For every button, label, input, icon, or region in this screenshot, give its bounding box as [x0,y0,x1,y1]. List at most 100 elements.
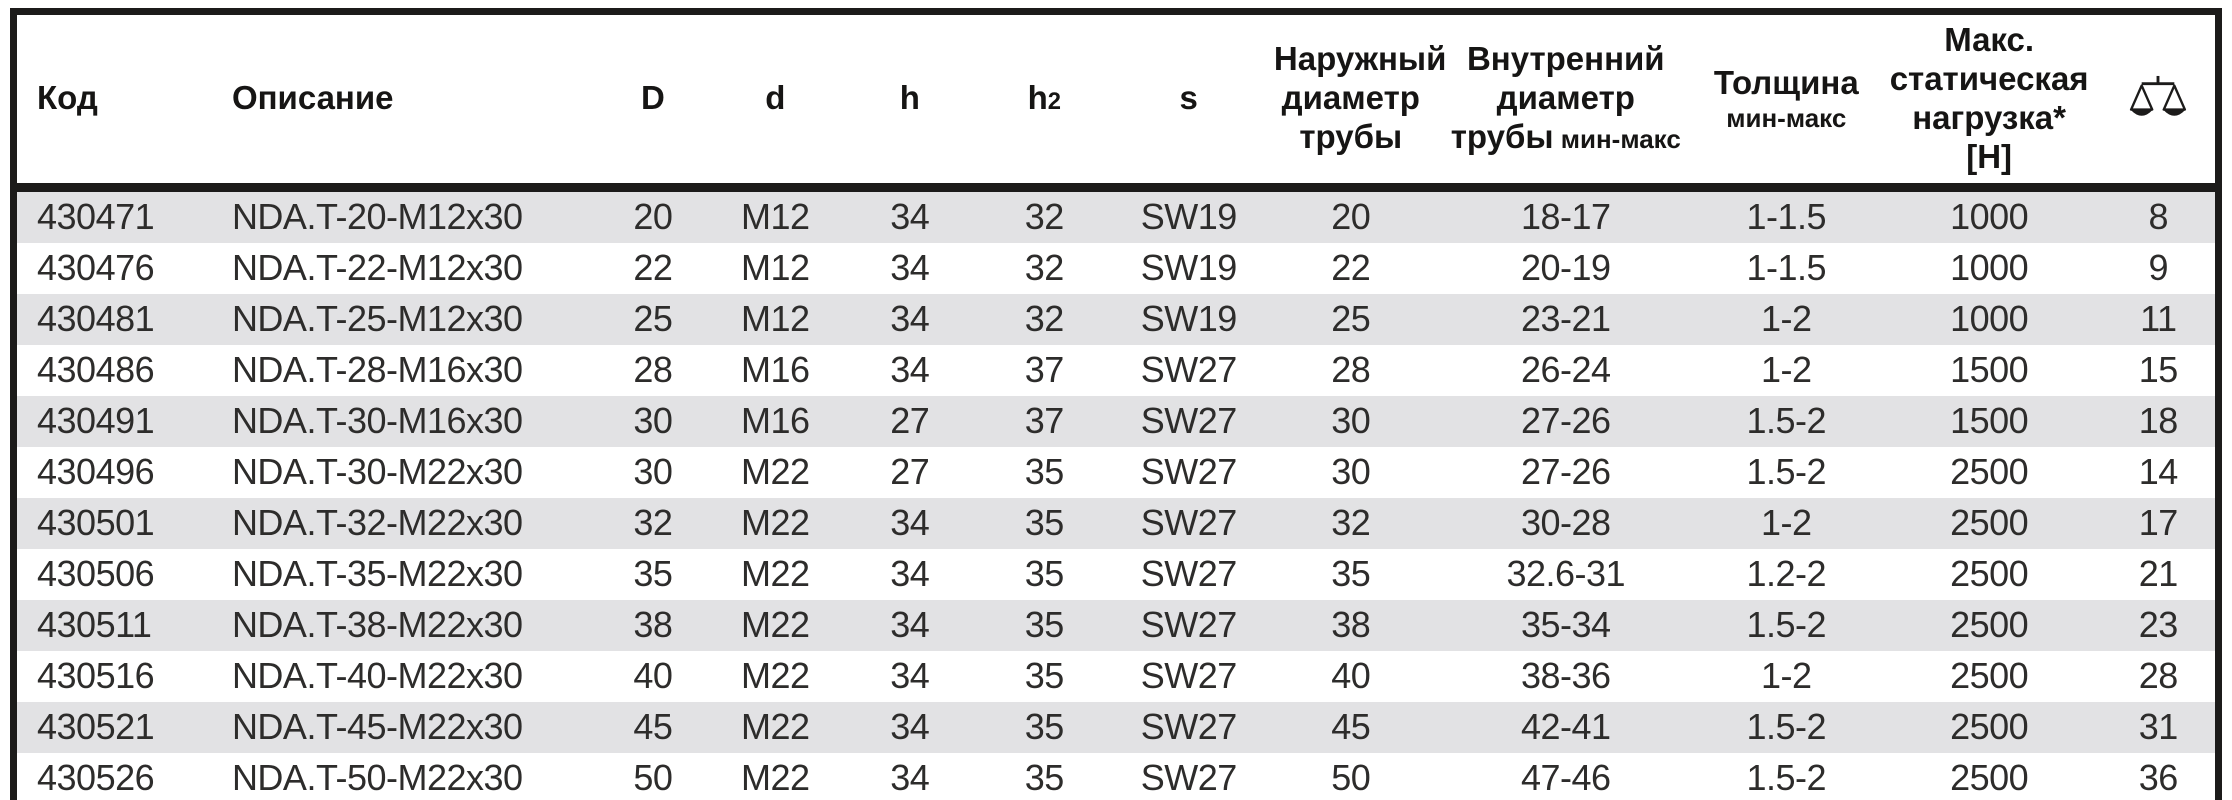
cell-outer-pipe-diameter: 22 [1331,247,1371,289]
col-header-weight [2101,11,2219,192]
cell-weight: 31 [2138,706,2179,748]
cell-weight: 17 [2138,502,2179,544]
cell-weight: 18 [2138,400,2179,442]
cell-s: SW19 [1140,298,1238,340]
cell-d: M12 [741,247,810,289]
cell-max-static-load: 1000 [1950,298,2029,340]
cell-description: NDA.T-45-M22x30 [231,706,523,748]
cell-code: 430471 [37,196,155,238]
table-row: 430476 NDA.T-22-M12x30 22 M12 34 32 SW19 22 20-1… [13,242,2219,294]
cell-s: SW19 [1140,196,1238,238]
cell-h2: 35 [1024,655,1065,697]
cell-code: 430481 [37,298,155,340]
cell-inner-pipe-diameter: 18-17 [1520,196,1611,238]
cell-d: M22 [741,553,810,595]
cell-max-static-load: 1500 [1950,400,2029,442]
cell-h2: 32 [1024,196,1065,238]
cell-description: NDA.T-20-M12x30 [231,196,523,238]
cell-code: 430491 [37,400,155,442]
col-header-label: Описание [231,79,394,117]
col-header-d: d [708,11,843,192]
cell-thickness: 1-2 [1761,502,1812,544]
cell-s: SW27 [1140,553,1238,595]
cell-max-static-load: 1000 [1950,196,2029,238]
cell-description: NDA.T-35-M22x30 [231,553,523,595]
cell-code: 430526 [37,757,155,799]
cell-description: NDA.T-40-M22x30 [231,655,523,697]
cell-description: NDA.T-50-M22x30 [231,757,523,799]
cell-s: SW27 [1140,451,1238,493]
cell-h2: 35 [1024,502,1065,544]
cell-thickness: 1-1.5 [1746,196,1827,238]
cell-inner-pipe-diameter: 35-34 [1520,604,1611,646]
cell-weight: 14 [2138,451,2179,493]
cell-h: 34 [890,553,930,595]
cell-outer-pipe-diameter: 40 [1331,655,1371,697]
cell-h: 27 [890,400,930,442]
cell-d: M16 [741,400,810,442]
cell-max-static-load: 2500 [1950,757,2029,799]
cell-description: NDA.T-22-M12x30 [231,247,523,289]
cell-thickness: 1.5-2 [1746,604,1827,646]
cell-s: SW27 [1140,349,1238,391]
cell-D: 20 [633,196,673,238]
cell-max-static-load: 2500 [1950,604,2029,646]
cell-s: SW27 [1140,400,1238,442]
col-header-label: h [899,79,920,117]
cell-h2: 35 [1024,757,1065,799]
cell-inner-pipe-diameter: 27-26 [1520,400,1611,442]
cell-max-static-load: 2500 [1950,706,2029,748]
col-header-label: Толщина [1713,64,1859,102]
table-row: 430516 NDA.T-40-M22x30 40 M22 34 35 SW27 40 38-3… [13,650,2219,702]
cell-h2: 32 [1024,247,1065,289]
col-header-inner-pipe-diameter: Внутренний диаметр трубы мин-макс [1435,11,1696,192]
cell-outer-pipe-diameter: 20 [1331,196,1371,238]
cell-h: 34 [890,706,930,748]
table-row: 430506 NDA.T-35-M22x30 35 M22 34 35 SW27 35 32.6… [13,548,2219,600]
spec-table-body: 430471 NDA.T-20-M12x30 20 M12 34 32 SW19 20 18-1… [13,187,2219,800]
scales-icon [2130,75,2187,116]
cell-d: M16 [741,349,810,391]
cell-weight: 8 [2148,196,2169,238]
cell-inner-pipe-diameter: 27-26 [1520,451,1611,493]
cell-h: 34 [890,757,930,799]
col-header-h: h [842,11,978,192]
cell-s: SW27 [1140,604,1238,646]
cell-outer-pipe-diameter: 32 [1331,502,1371,544]
cell-code: 430501 [37,502,155,544]
cell-thickness: 1.5-2 [1746,706,1827,748]
cell-thickness: 1-2 [1761,655,1812,697]
cell-description: NDA.T-25-M12x30 [231,298,523,340]
cell-d: M22 [741,757,810,799]
cell-d: M12 [741,196,810,238]
cell-weight: 21 [2138,553,2179,595]
cell-s: SW27 [1140,706,1238,748]
cell-code: 430516 [37,655,155,697]
cell-thickness: 1.2-2 [1746,553,1827,595]
cell-inner-pipe-diameter: 42-41 [1520,706,1611,748]
cell-h: 34 [890,196,930,238]
cell-outer-pipe-diameter: 25 [1331,298,1371,340]
col-header-thickness: Толщина мин-макс [1695,11,1877,192]
cell-outer-pipe-diameter: 50 [1331,757,1371,799]
cell-s: SW27 [1140,757,1238,799]
cell-description: NDA.T-30-M16x30 [231,400,523,442]
col-header-suffix: 2 [1047,88,1061,116]
table-row: 430511 NDA.T-38-M22x30 38 M22 34 35 SW27 38 35-3… [13,599,2219,651]
col-header-max-static-load: Макс. статическая нагрузка* [Н] [1876,11,2102,192]
cell-D: 32 [633,502,673,544]
cell-h: 34 [890,298,930,340]
cell-max-static-load: 2500 [1950,451,2029,493]
cell-d: M22 [741,655,810,697]
col-header-label: Код [37,79,98,117]
cell-outer-pipe-diameter: 38 [1331,604,1371,646]
table-row: 430496 NDA.T-30-M22x30 30 M22 27 35 SW27 30 27-2… [13,446,2219,498]
cell-D: 30 [633,451,673,493]
cell-max-static-load: 2500 [1950,655,2029,697]
cell-h: 34 [890,502,930,544]
cell-d: M12 [741,298,810,340]
table-row: 430481 NDA.T-25-M12x30 25 M12 34 32 SW19 25 23-2… [13,293,2219,345]
cell-h: 34 [890,655,930,697]
